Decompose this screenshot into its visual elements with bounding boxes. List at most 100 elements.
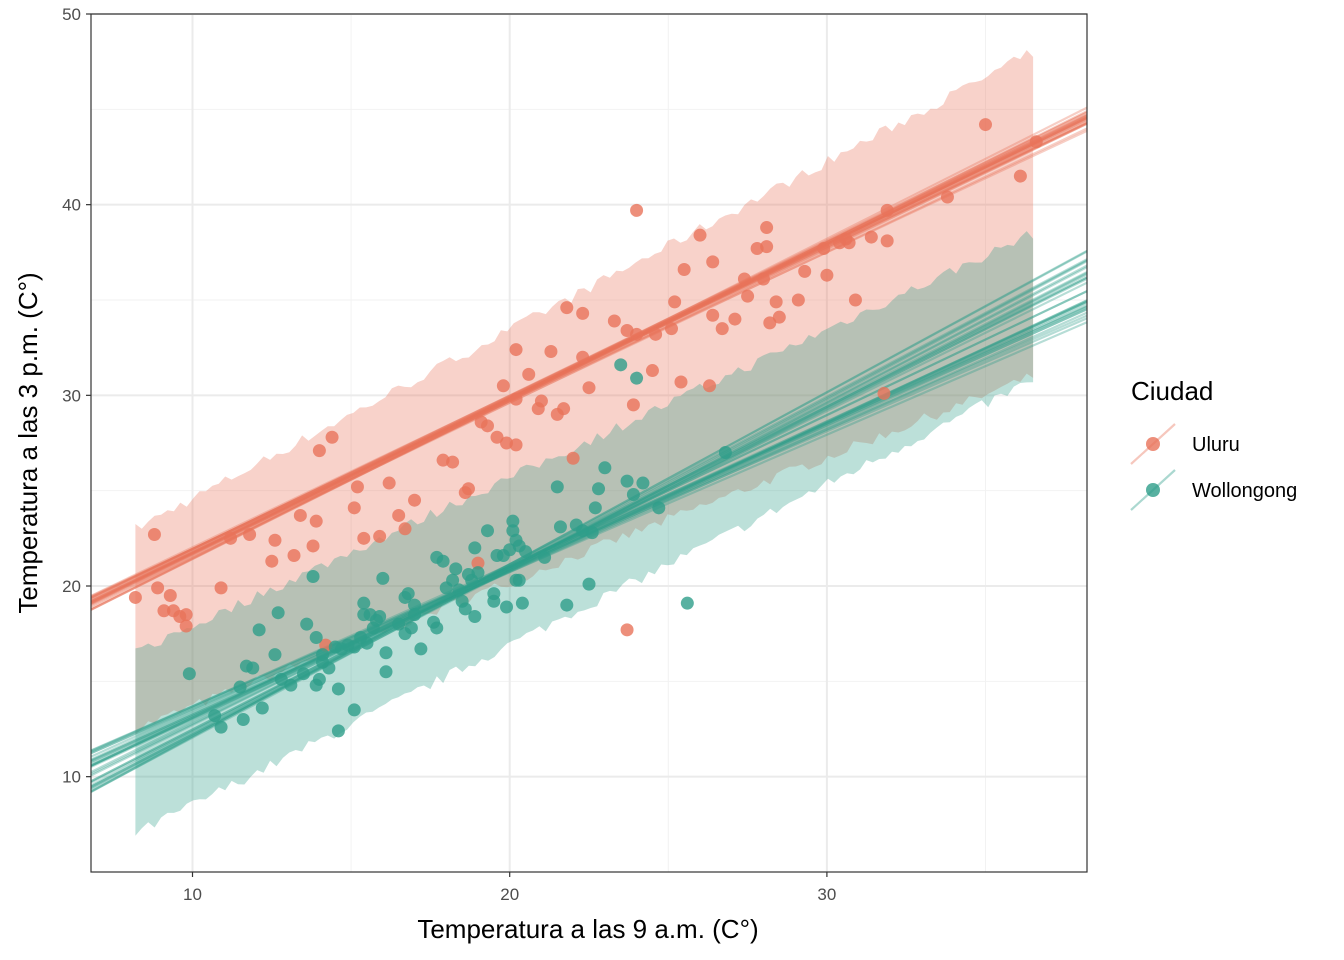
data-point <box>265 554 279 568</box>
data-point <box>636 476 650 490</box>
data-point <box>287 548 301 562</box>
data-point <box>703 379 717 393</box>
data-point <box>480 524 494 538</box>
data-point <box>468 541 482 555</box>
data-point <box>306 539 320 553</box>
data-point <box>379 665 393 679</box>
data-point <box>496 379 510 393</box>
data-point <box>763 316 777 330</box>
data-point <box>506 514 520 528</box>
data-point <box>715 322 729 336</box>
y-axis-title: Temperatura a las 3 p.m. (C°) <box>13 272 43 613</box>
points-wollongong <box>182 358 732 738</box>
data-point <box>461 482 475 496</box>
data-point <box>243 528 257 542</box>
data-point <box>163 589 177 603</box>
data-point <box>347 501 361 515</box>
data-point <box>607 314 621 328</box>
data-point <box>630 327 644 341</box>
data-point <box>373 529 387 543</box>
data-point <box>817 242 831 256</box>
data-point <box>842 236 856 250</box>
data-point <box>408 598 422 612</box>
data-point <box>668 295 682 309</box>
data-point <box>769 295 783 309</box>
fit-line <box>91 118 1087 602</box>
fit-line <box>91 129 1087 598</box>
data-point <box>157 604 171 618</box>
data-point <box>500 600 514 614</box>
fit-lines-uluru <box>91 106 1087 611</box>
data-point <box>706 308 720 322</box>
data-point <box>515 596 529 610</box>
data-point <box>309 514 323 528</box>
data-point <box>471 556 485 570</box>
plot-area: 10 20 30 10 20 30 40 50 <box>62 5 1088 904</box>
data-point <box>512 573 526 587</box>
data-point <box>760 221 774 235</box>
x-tick-label: 10 <box>183 885 202 904</box>
data-point <box>430 621 444 635</box>
data-point <box>626 398 640 412</box>
data-point <box>534 394 548 408</box>
data-point <box>373 610 387 624</box>
fit-line <box>91 276 1087 774</box>
fit-line <box>91 271 1087 783</box>
data-point <box>268 533 282 547</box>
legend-key-point-wollongong <box>1146 483 1160 497</box>
data-point <box>255 701 269 715</box>
fit-line <box>91 250 1087 793</box>
data-point <box>401 587 415 601</box>
fit-line <box>91 258 1087 787</box>
data-point <box>674 375 688 389</box>
data-point <box>509 438 523 452</box>
fit-line <box>91 259 1087 790</box>
data-point <box>379 646 393 660</box>
data-point <box>582 381 596 395</box>
fit-line <box>91 111 1087 611</box>
data-point <box>588 501 602 515</box>
data-point <box>312 444 326 458</box>
data-point <box>179 619 193 633</box>
data-point <box>677 262 691 276</box>
data-layer <box>91 50 1087 836</box>
x-tick-label: 30 <box>817 885 836 904</box>
fit-line <box>91 106 1087 611</box>
data-point <box>347 703 361 717</box>
data-point <box>880 234 894 248</box>
legend-title: Ciudad <box>1131 376 1213 406</box>
y-tick-label: 10 <box>62 768 81 787</box>
data-point <box>268 648 282 662</box>
data-point <box>649 327 663 341</box>
legend-key-point-uluru <box>1146 437 1160 451</box>
data-point <box>756 272 770 286</box>
legend: Ciudad Uluru Wollongong <box>1130 376 1297 511</box>
data-point <box>760 240 774 254</box>
fit-line <box>91 114 1087 610</box>
data-point <box>252 623 266 637</box>
y-tick-label: 40 <box>62 196 81 215</box>
data-point <box>357 531 371 545</box>
data-point <box>557 402 571 416</box>
data-point <box>300 617 314 631</box>
data-point <box>585 526 599 540</box>
data-point <box>772 310 786 324</box>
data-point <box>357 596 371 610</box>
data-point <box>592 482 606 496</box>
data-point <box>297 667 311 681</box>
data-point <box>214 720 228 734</box>
data-point <box>645 364 659 378</box>
data-point <box>179 608 193 622</box>
data-point <box>182 667 196 681</box>
data-point <box>436 554 450 568</box>
data-point <box>519 545 533 559</box>
data-point <box>382 476 396 490</box>
y-tick-label: 20 <box>62 577 81 596</box>
data-point <box>576 350 590 364</box>
data-point <box>718 446 732 460</box>
data-point <box>560 301 574 315</box>
data-point <box>798 264 812 278</box>
data-point <box>877 386 891 400</box>
data-point <box>392 617 406 631</box>
data-point <box>1013 169 1027 183</box>
